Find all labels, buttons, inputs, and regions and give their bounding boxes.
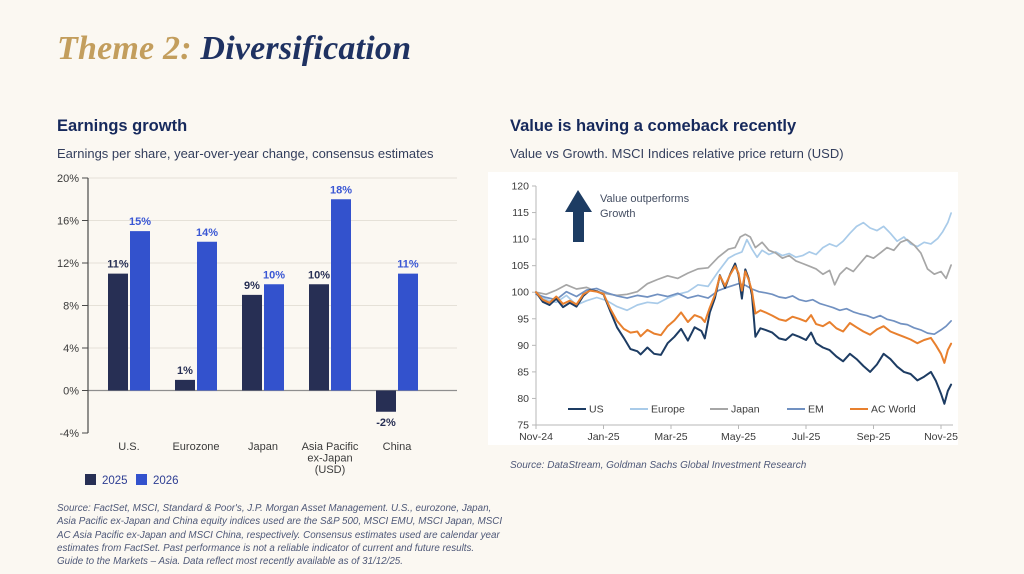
svg-text:-4%: -4% [59, 428, 79, 440]
svg-text:ex-Japan: ex-Japan [307, 453, 352, 465]
svg-text:95: 95 [517, 313, 529, 325]
svg-text:Japan: Japan [248, 441, 278, 453]
svg-text:0%: 0% [63, 386, 79, 398]
svg-text:100: 100 [511, 287, 529, 299]
svg-text:75: 75 [517, 420, 529, 432]
svg-text:AC World: AC World [871, 404, 916, 416]
page-title-main: Diversification [191, 30, 412, 67]
svg-text:Growth: Growth [600, 208, 635, 220]
svg-text:115: 115 [512, 207, 529, 219]
svg-text:4%: 4% [63, 343, 79, 355]
svg-text:China: China [383, 441, 413, 453]
svg-text:EM: EM [808, 404, 824, 416]
svg-text:U.S.: U.S. [118, 441, 139, 453]
svg-text:80: 80 [517, 393, 529, 405]
svg-text:105: 105 [511, 260, 529, 272]
up-arrow-icon [565, 190, 592, 242]
svg-text:US: US [589, 404, 604, 416]
svg-text:15%: 15% [129, 216, 151, 228]
earnings-growth-bar-chart: -4% 0% 4% 8% 12% 16% 20% 11% 15% U.S. 1% 14% Eurozon… [57, 173, 457, 487]
svg-text:Asia Pacific: Asia Pacific [302, 441, 359, 453]
svg-text:16%: 16% [57, 216, 79, 228]
svg-text:90: 90 [517, 340, 529, 352]
left-source-text: Source: FactSet, MSCI, Standard & Poor's… [57, 502, 507, 569]
line-chart-panel: 75 80 85 90 95 100 105 110 115 120 Nov-24 Jan-25 Mar… [488, 172, 958, 445]
left-source-paragraph: Source: FactSet, MSCI, Standard & Poor's… [57, 503, 503, 554]
left-chart-heading: Earnings growth [57, 117, 188, 135]
left-chart-subtitle: Earnings per share, year-over-year chang… [57, 146, 434, 161]
svg-text:Sep-25: Sep-25 [857, 431, 891, 443]
svg-text:2026: 2026 [153, 475, 179, 487]
right-source-text: Source: DataStream, Goldman Sachs Global… [510, 460, 807, 471]
svg-text:18%: 18% [330, 184, 352, 196]
svg-text:10%: 10% [263, 269, 285, 281]
left-source-guide-line: Guide to the Markets – Asia. Data reflec… [57, 556, 403, 568]
page-title-prefix: Theme 2: [57, 30, 192, 67]
svg-text:-2%: -2% [376, 417, 396, 429]
right-chart-heading: Value is having a comeback recently [510, 117, 797, 135]
svg-text:1%: 1% [177, 365, 193, 377]
svg-text:(USD): (USD) [315, 464, 346, 476]
svg-text:May-25: May-25 [721, 431, 756, 443]
svg-text:12%: 12% [57, 258, 79, 270]
svg-text:11%: 11% [107, 259, 129, 271]
svg-text:Europe: Europe [651, 404, 685, 416]
svg-text:120: 120 [511, 181, 529, 193]
value-growth-line-chart: 75 80 85 90 95 100 105 110 115 120 Nov-24 Jan-25 Mar… [511, 181, 958, 444]
svg-text:Japan: Japan [731, 404, 760, 416]
svg-text:Eurozone: Eurozone [172, 441, 219, 453]
svg-text:14%: 14% [196, 227, 218, 239]
svg-text:Value outperforms: Value outperforms [600, 193, 690, 205]
svg-text:10%: 10% [308, 269, 330, 281]
svg-text:20%: 20% [57, 173, 79, 185]
svg-text:11%: 11% [397, 259, 419, 271]
svg-text:Nov-24: Nov-24 [519, 431, 553, 443]
page-title: Theme 2: Diversification [57, 30, 411, 68]
svg-text:2025: 2025 [102, 475, 128, 487]
svg-text:Jul-25: Jul-25 [792, 431, 821, 443]
right-chart-subtitle: Value vs Growth. MSCI Indices relative p… [510, 146, 844, 161]
svg-text:85: 85 [517, 366, 529, 378]
svg-text:Mar-25: Mar-25 [654, 431, 687, 443]
svg-text:8%: 8% [63, 301, 79, 313]
svg-text:110: 110 [512, 234, 529, 246]
svg-text:9%: 9% [244, 280, 260, 292]
svg-text:Nov-25: Nov-25 [924, 431, 958, 443]
svg-text:Jan-25: Jan-25 [587, 431, 619, 443]
